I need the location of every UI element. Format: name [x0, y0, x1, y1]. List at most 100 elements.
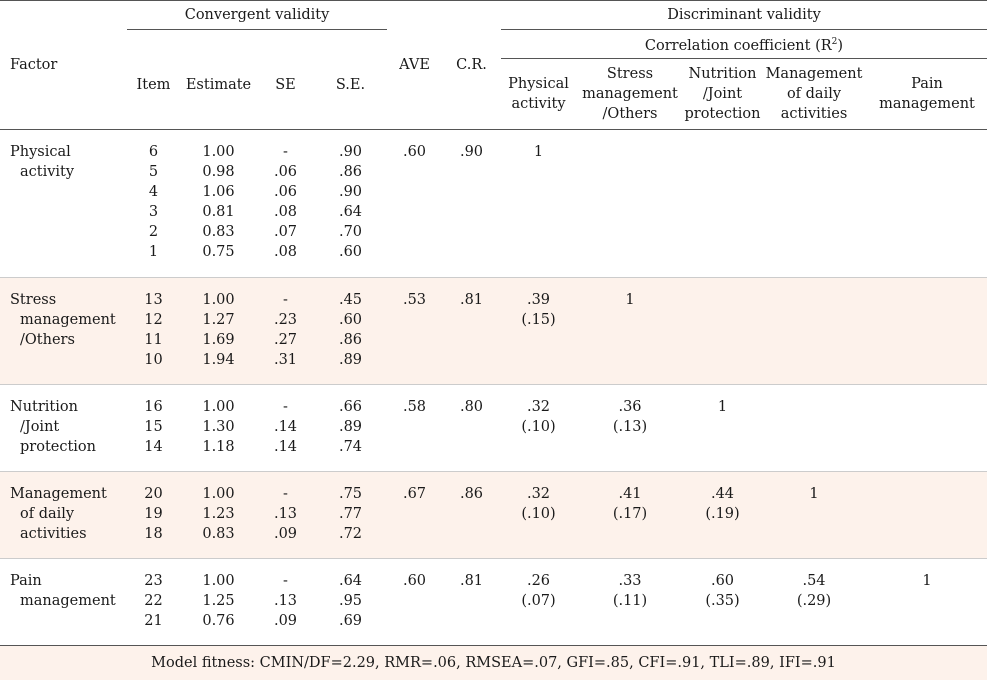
- cr-text: .81: [442, 571, 501, 591]
- se2-values: .90.86.90.64.70.60: [314, 130, 387, 278]
- correlation-cell: 1: [501, 130, 576, 278]
- correlation-cell: [761, 385, 867, 472]
- cr-value: .80: [442, 385, 501, 472]
- cell-line: 23: [127, 571, 180, 591]
- cell-line: .70: [314, 222, 387, 242]
- cell-line: .31: [257, 350, 314, 370]
- se2-header: S.E.: [314, 75, 387, 95]
- cell-line: .08: [257, 242, 314, 262]
- cell-line: 1.27: [180, 310, 257, 330]
- cell-line: activities: [10, 524, 127, 544]
- cell-line: 4: [127, 182, 180, 202]
- cell-line: 3: [127, 202, 180, 222]
- correlation-cell: .26(.07): [501, 559, 576, 646]
- dv-col-header-line: Stress: [576, 64, 684, 84]
- correlation-cell: [867, 278, 987, 385]
- item-header: Item: [127, 75, 180, 95]
- cr-text: .81: [442, 290, 501, 310]
- dv-col-header-line: activity: [501, 94, 576, 114]
- se-header: SE: [257, 75, 314, 95]
- correlation-cell: .36(.13): [576, 385, 684, 472]
- dv-col-header-line: management: [867, 94, 987, 114]
- cell-line: -: [257, 484, 314, 504]
- cell-line: (.11): [576, 591, 684, 611]
- se2-values: .64.95.69: [314, 559, 387, 646]
- cell-line: .64: [314, 571, 387, 591]
- cell-line: .54: [761, 571, 867, 591]
- cell-line: .09: [257, 611, 314, 631]
- cell-line: 1.00: [180, 397, 257, 417]
- cell-line: Management: [10, 484, 127, 504]
- cell-line: protection: [10, 437, 127, 457]
- cell-line: .66: [314, 397, 387, 417]
- cell-line: (.07): [501, 591, 576, 611]
- cell-line: .89: [314, 350, 387, 370]
- correlation-cell: [684, 278, 761, 385]
- cell-line: .07: [257, 222, 314, 242]
- cell-line: 2: [127, 222, 180, 242]
- ave-value: .53: [387, 278, 442, 385]
- cell-line: .60: [314, 310, 387, 330]
- dv-col-header-line: protection: [684, 104, 761, 124]
- cell-line: 1.06: [180, 182, 257, 202]
- cell-line: 0.83: [180, 222, 257, 242]
- dv-col-header-line: activities: [761, 104, 867, 124]
- correlation-cell: .39(.15): [501, 278, 576, 385]
- correlation-cell: 1: [576, 278, 684, 385]
- cr-header: C.R.: [442, 1, 501, 130]
- dv-col-header-line: Pain: [867, 74, 987, 94]
- cell-line: 0.98: [180, 162, 257, 182]
- cell-line: activity: [10, 162, 127, 182]
- cell-line: 1.00: [180, 571, 257, 591]
- cell-line: (.15): [501, 310, 576, 330]
- se-values: -.13.09: [257, 559, 314, 646]
- cell-line: .60: [314, 242, 387, 262]
- cell-line: .14: [257, 417, 314, 437]
- cell-line: 1: [127, 242, 180, 262]
- correlation-cell: .32(.10): [501, 385, 576, 472]
- dv-col-header-line: /Joint: [684, 84, 761, 104]
- cell-line: 1.30: [180, 417, 257, 437]
- cell-line: management: [10, 591, 127, 611]
- cell-line: .44: [684, 484, 761, 504]
- cell-line: -: [257, 142, 314, 162]
- cell-line: 16: [127, 397, 180, 417]
- cell-line: .32: [501, 484, 576, 504]
- cell-line: (.29): [761, 591, 867, 611]
- cell-line: Physical: [10, 142, 127, 162]
- correlation-cell: 1: [684, 385, 761, 472]
- correlation-cell: .60(.35): [684, 559, 761, 646]
- cell-line: .86: [314, 162, 387, 182]
- se2-values: .45.60.86.89: [314, 278, 387, 385]
- correlation-header: Correlation coefficient (R2): [501, 30, 987, 59]
- cell-line: 1.18: [180, 437, 257, 457]
- cell-line: 1: [867, 571, 987, 591]
- cell-line: 0.81: [180, 202, 257, 222]
- correlation-cell: .54(.29): [761, 559, 867, 646]
- correlation-cell: [761, 278, 867, 385]
- cell-line: 12: [127, 310, 180, 330]
- correlation-label: Correlation coefficient (R: [645, 38, 832, 54]
- ave-text: .58: [387, 397, 442, 417]
- cell-line: 6: [127, 142, 180, 162]
- cell-line: (.13): [576, 417, 684, 437]
- cell-line: /Others: [10, 330, 127, 350]
- dv-col-header-line: management: [576, 84, 684, 104]
- validity-footer-table: Model fitness: CMIN/DF=2.29, RMR=.06, RM…: [0, 645, 987, 680]
- validity-table-figure: Factor Convergent validity AVE C.R. Disc…: [0, 0, 987, 619]
- cell-line: .08: [257, 202, 314, 222]
- ave-value: .60: [387, 130, 442, 278]
- cell-line: .90: [314, 182, 387, 202]
- cell-line: 18: [127, 524, 180, 544]
